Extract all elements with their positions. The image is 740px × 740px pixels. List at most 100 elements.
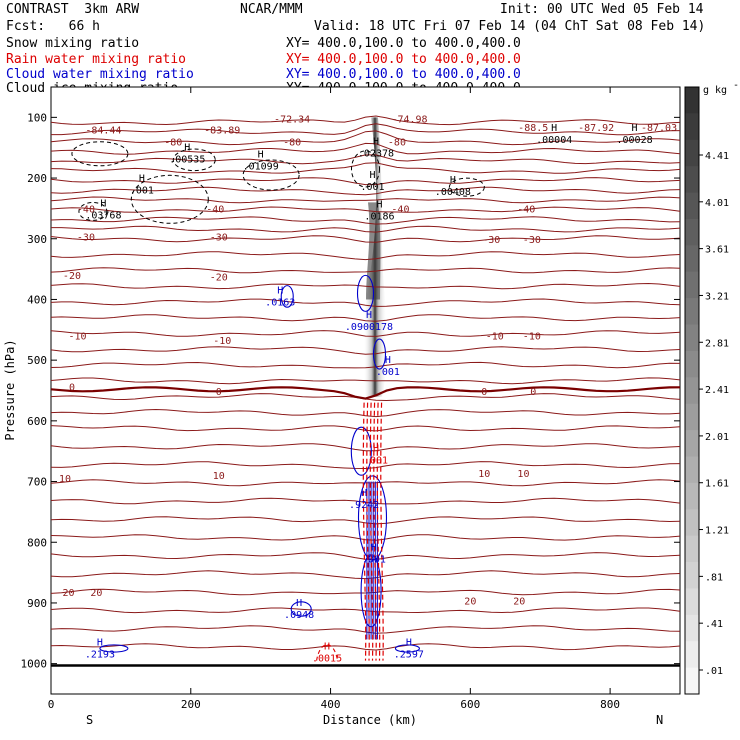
temperature-contour	[50, 206, 681, 213]
temperature-label: 10	[59, 474, 71, 485]
high-marker: H	[450, 175, 456, 186]
temperature-contour	[50, 330, 681, 337]
colorbar-segment	[685, 298, 699, 326]
colorbar-segment	[685, 403, 699, 431]
high-marker: H	[376, 200, 382, 211]
rain-contour	[369, 402, 374, 661]
temperature-label: -30	[523, 235, 541, 246]
temperature-contour	[50, 361, 681, 369]
temperature-contour	[50, 425, 681, 432]
colorbar-segment	[685, 245, 699, 273]
colorbar-label: .81	[705, 572, 723, 583]
temperature-label: -30	[210, 232, 228, 243]
temperature-label: 0	[481, 387, 487, 398]
temperature-contour	[51, 123, 681, 136]
temperature-contour	[50, 115, 681, 126]
field-name-cloud-water: Cloud water mixing ratio	[6, 67, 194, 82]
high-value: .001	[376, 367, 400, 378]
valid-time: Valid: 18 UTC Fri 07 Feb 14 (04 ChT Sat …	[314, 19, 706, 34]
temperature-label: 20	[62, 588, 74, 599]
init-time: Init: 00 UTC Wed 05 Feb 14	[500, 2, 704, 17]
temperature-label: -87.92	[578, 123, 614, 134]
cloud-water-contour	[394, 644, 420, 653]
high-marker: H	[139, 174, 145, 185]
high-value: .001	[360, 182, 384, 193]
y-tick-label: 400	[27, 293, 47, 306]
temperature-contour	[50, 130, 681, 146]
high-value: .02378	[358, 149, 394, 160]
temperature-label: -80	[388, 138, 406, 149]
colorbar-segment	[685, 667, 699, 695]
field-xy-rain: XY= 400.0,100.0 to 400.0,400.0	[286, 52, 521, 67]
field-name-snow: Snow mixing ratio	[6, 36, 140, 51]
high-value: .2597	[394, 649, 424, 660]
temperature-contour	[50, 497, 681, 505]
temperature-contour	[50, 186, 681, 196]
temperature-label: -30	[77, 232, 95, 243]
high-value: .2193	[85, 649, 115, 660]
snow-contour	[448, 177, 485, 197]
temperature-contour	[50, 142, 681, 155]
high-value: .00408	[435, 187, 471, 198]
y-tick-label: 300	[27, 233, 47, 246]
y-tick-label: 1000	[21, 658, 48, 671]
temperature-label: -10	[213, 336, 231, 347]
colorbar-label: 4.41	[705, 151, 729, 162]
temperature-contour	[50, 267, 681, 274]
temperature-label: 0	[69, 382, 75, 393]
rain-contours	[316, 402, 384, 661]
high-marker: H	[296, 598, 302, 609]
temperature-label: -20	[210, 272, 228, 283]
y-tick-label: 600	[27, 415, 47, 428]
high-value: .0186	[364, 212, 394, 223]
y-tick-label: 200	[27, 172, 47, 185]
temperature-label: -88.5	[518, 123, 548, 134]
temperature-label: 0	[216, 387, 222, 398]
colorbar-label: 2.41	[705, 385, 729, 396]
colorbar-label: .01	[705, 666, 723, 677]
high-value: .0948	[284, 610, 314, 621]
rain-contour	[376, 402, 381, 661]
high-value: .001	[130, 186, 154, 197]
temperature-label: -72.34	[274, 115, 310, 126]
y-tick-label: 100	[27, 111, 47, 124]
high-marker: H	[100, 198, 106, 209]
high-value: .03768	[85, 210, 121, 221]
colorbar-label: 1.21	[705, 526, 729, 537]
high-value: .00004	[536, 135, 572, 146]
temperature-contour	[50, 235, 681, 243]
colorbar-segment	[685, 482, 699, 510]
colorbar-segment	[685, 166, 699, 194]
colorbar-segment	[685, 139, 699, 167]
high-value: .0015	[312, 654, 342, 665]
y-tick-label: 800	[27, 536, 47, 549]
temperature-label: -10	[486, 331, 504, 342]
temperature-label: -40	[206, 204, 224, 215]
temperature-label: 20	[90, 588, 102, 599]
temperature-contour	[50, 282, 681, 290]
high-value: .9242	[349, 500, 379, 511]
snow-core	[366, 202, 381, 300]
temperature-contours	[50, 115, 681, 667]
field-name-rain: Rain water mixing ratio	[6, 52, 187, 67]
cloud-water-contour	[290, 601, 312, 617]
colorbar-segment	[685, 271, 699, 299]
snow-shading	[363, 117, 387, 397]
temperature-contour	[51, 225, 681, 233]
high-marker: H	[258, 149, 264, 160]
temperature-contour	[50, 196, 681, 204]
temperature-label: -80	[283, 138, 301, 149]
colorbar-segment	[685, 192, 699, 220]
temperature-label: -83.89	[204, 125, 240, 136]
x-tick-label: 800	[600, 698, 620, 711]
temperature-contour	[50, 177, 681, 186]
colorbar-segment	[685, 509, 699, 537]
temperature-label: -80	[164, 138, 182, 149]
colorbar-frame	[684, 86, 700, 695]
temperature-contour	[50, 516, 681, 525]
high-value: .01099	[243, 161, 279, 172]
temperature-label: 0	[530, 387, 536, 398]
snow-contour	[172, 148, 216, 172]
colorbar-label: 1.61	[705, 479, 729, 490]
